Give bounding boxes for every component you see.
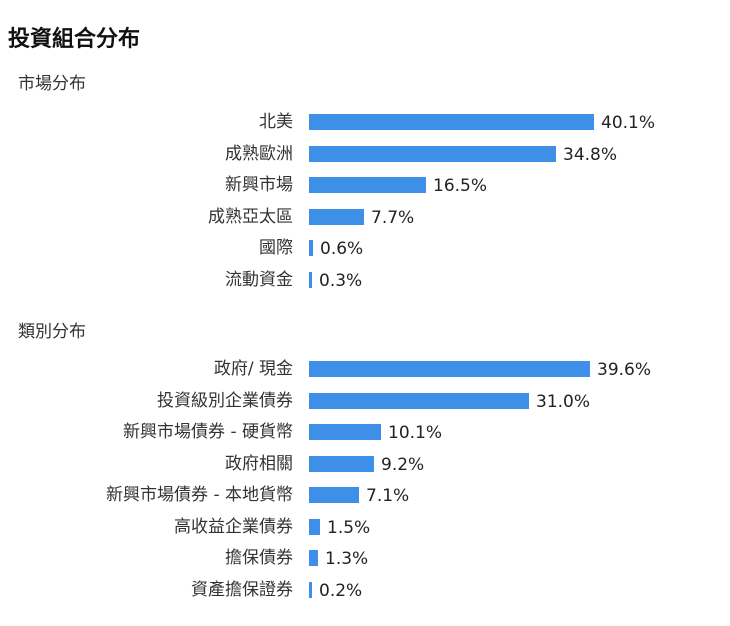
bar-row: 政府/ 現金 39.6% [0,359,730,380]
bar-category-label: 國際 [259,238,293,258]
bar-category-label: 流動資金 [225,270,293,290]
bar-row: 新興市場 16.5% [0,175,730,196]
bar-row: 成熟歐洲 34.8% [0,144,730,165]
bar-value-label: 1.3% [325,549,369,569]
bar [309,240,313,256]
bar-value-label: 40.1% [601,113,656,133]
category-chart-title: 類別分布 [18,322,86,342]
bar-row: 國際 0.6% [0,238,730,259]
bar-row: 北美 40.1% [0,112,730,133]
bar-category-label: 北美 [259,112,293,132]
bar-category-label: 新興市場債券 - 本地貨幣 [106,485,293,505]
bar-category-label: 新興市場 [225,175,293,195]
bar [309,114,594,130]
bar [309,209,364,225]
bar-value-label: 34.8% [563,145,618,165]
bar-value-label: 0.6% [320,239,364,259]
bar-row: 擔保債券 1.3% [0,548,730,569]
bar [309,519,320,535]
bar [309,272,312,288]
bar-value-label: 7.1% [366,486,410,506]
bar [309,550,318,566]
bar-category-label: 成熟歐洲 [225,144,293,164]
bar-category-label: 成熟亞太區 [208,207,293,227]
bar-category-label: 政府/ 現金 [213,359,293,379]
bar-row: 新興市場債券 - 本地貨幣 7.1% [0,485,730,506]
bar-row: 投資級別企業債券 31.0% [0,391,730,412]
bar [309,393,529,409]
bar-value-label: 10.1% [388,423,443,443]
bar [309,487,359,503]
market-chart-title: 市場分布 [18,74,86,94]
bar-value-label: 9.2% [381,455,425,475]
bar-value-label: 31.0% [536,392,591,412]
bar-row: 政府相關 9.2% [0,454,730,475]
bar-row: 流動資金 0.3% [0,270,730,291]
bar-value-label: 0.2% [319,581,363,601]
bar-category-label: 高收益企業債券 [174,517,293,537]
bar-category-label: 資產擔保證券 [191,580,293,600]
bar [309,146,556,162]
bar [309,361,590,377]
bar-row: 高收益企業債券 1.5% [0,517,730,538]
bar-category-label: 擔保債券 [225,548,293,568]
bar-category-label: 投資級別企業債券 [157,391,293,411]
bar [309,177,426,193]
bar-category-label: 政府相關 [225,454,293,474]
bar-value-label: 39.6% [597,360,652,380]
bar-value-label: 7.7% [371,208,415,228]
bar-row: 新興市場債券 - 硬貨幣 10.1% [0,422,730,443]
bar [309,424,381,440]
bar-row: 資產擔保證券 0.2% [0,580,730,601]
bar-value-label: 0.3% [319,271,363,291]
bar [309,582,312,598]
bar-category-label: 新興市場債券 - 硬貨幣 [123,422,293,442]
bar-value-label: 1.5% [327,518,371,538]
bar [309,456,374,472]
bar-value-label: 16.5% [433,176,488,196]
bar-row: 成熟亞太區 7.7% [0,207,730,228]
page-title: 投資組合分布 [8,27,141,52]
